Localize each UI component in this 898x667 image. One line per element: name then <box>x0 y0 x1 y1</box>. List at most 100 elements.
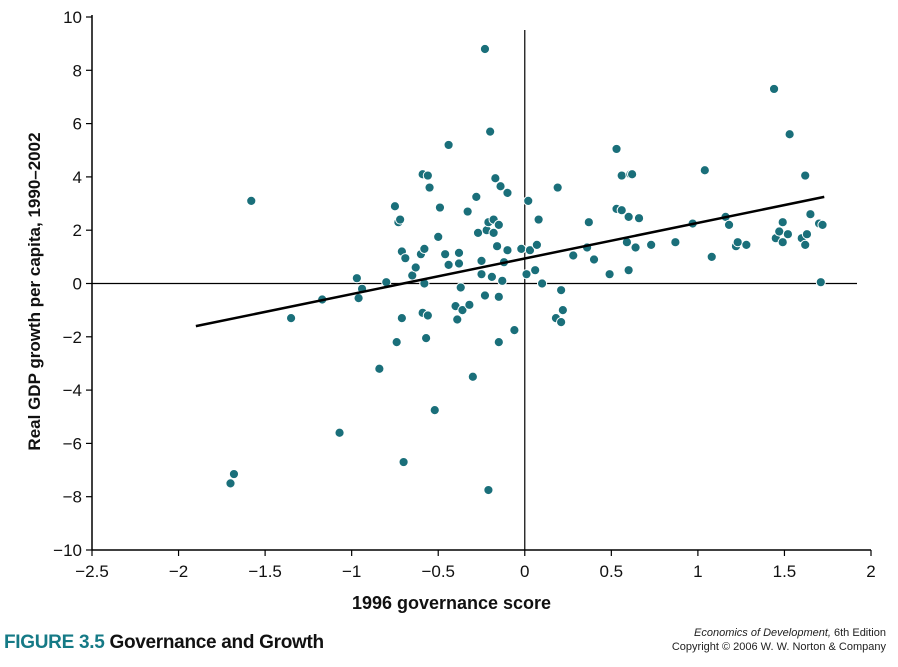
data-point <box>616 170 627 181</box>
y-tick-label: −4 <box>63 381 82 400</box>
data-point <box>556 285 567 296</box>
data-point <box>646 239 657 250</box>
data-point <box>611 143 622 155</box>
data-point <box>485 126 496 137</box>
scatter-chart: −2.5 −2 −1.5 −1 −0.5 0 0.5 1 1.5 2 −10 −8 −6 −4 −2 0 2 4… <box>25 8 876 613</box>
data-point <box>800 239 811 250</box>
data-point <box>502 187 513 198</box>
data-point <box>457 305 468 316</box>
data-point <box>467 371 478 382</box>
data-point <box>429 404 440 416</box>
data-point <box>398 456 409 468</box>
data-point <box>452 314 463 325</box>
data-point <box>568 250 579 261</box>
data-point <box>777 217 788 228</box>
trend-line <box>195 195 825 328</box>
data-point <box>421 333 432 344</box>
data-point <box>723 219 735 230</box>
data-point <box>768 83 780 95</box>
data-point <box>774 226 785 237</box>
data-point <box>583 217 594 228</box>
data-point <box>732 237 743 248</box>
data-point <box>801 229 813 240</box>
data-point <box>410 262 421 273</box>
data-point <box>434 202 446 213</box>
data-point <box>334 427 345 438</box>
figure-caption: FIGURE 3.5 Governance and Growth <box>4 632 324 654</box>
data-point <box>699 165 710 176</box>
data-point <box>741 239 752 250</box>
data-point <box>516 243 527 254</box>
data-point <box>476 269 487 280</box>
data-point <box>225 478 236 489</box>
x-tick-label: −1 <box>342 562 361 581</box>
data-point <box>493 337 504 348</box>
data-point <box>488 227 499 238</box>
data-point <box>670 237 681 248</box>
data-point <box>521 269 532 280</box>
y-tick-label: −8 <box>63 488 82 507</box>
x-tick-label: −0.5 <box>421 562 455 581</box>
data-point <box>784 129 795 140</box>
y-tick-label: 10 <box>63 8 82 27</box>
x-axis-label: 1996 governance score <box>352 593 551 613</box>
data-point <box>479 290 491 301</box>
data-points <box>225 43 828 496</box>
data-point <box>493 219 504 230</box>
data-point <box>817 219 828 230</box>
data-point <box>491 241 503 252</box>
data-point <box>706 251 717 262</box>
data-point <box>353 293 364 304</box>
y-tick-label: 2 <box>73 221 82 240</box>
data-point <box>453 247 465 258</box>
data-point <box>509 325 520 336</box>
data-point <box>531 239 542 250</box>
x-tick-label: −1.5 <box>248 562 282 581</box>
data-point <box>623 211 634 222</box>
figure-number: FIGURE 3.5 <box>4 632 105 653</box>
y-tick-label: 8 <box>73 61 82 80</box>
book-title: Economics of Development, <box>694 627 831 639</box>
data-point <box>502 245 513 256</box>
data-point <box>497 275 508 286</box>
data-point <box>443 259 454 270</box>
data-point <box>424 182 435 193</box>
y-tick-label: −2 <box>63 328 82 347</box>
data-point <box>588 254 600 265</box>
data-point <box>536 278 548 289</box>
data-point <box>800 170 811 181</box>
data-point <box>422 310 433 321</box>
x-tick-label: 1 <box>693 562 702 581</box>
data-point <box>443 139 454 151</box>
data-point <box>782 229 794 240</box>
data-point <box>422 170 433 181</box>
data-point <box>495 181 506 192</box>
data-point <box>490 173 501 184</box>
data-point <box>419 243 430 254</box>
data-point <box>486 271 497 282</box>
data-point <box>815 277 826 288</box>
data-point <box>524 245 536 256</box>
publisher-credit: Economics of Development, 6th Edition Co… <box>672 626 886 654</box>
data-point <box>604 269 615 280</box>
data-point <box>623 265 634 276</box>
x-axis-ticks: −2.5 −2 −1.5 −1 −0.5 0 0.5 1 1.5 2 <box>75 550 876 581</box>
x-tick-label: 2 <box>866 562 875 581</box>
copyright-line: Copyright © 2006 W. W. Norton & Company <box>671 641 886 653</box>
data-point <box>455 282 466 293</box>
data-point <box>396 313 407 324</box>
data-point <box>530 265 541 276</box>
x-tick-label: 0 <box>520 562 529 581</box>
figure-title: Governance and Growth <box>109 632 324 653</box>
data-point <box>433 231 444 242</box>
y-axis-ticks: −10 −8 −6 −4 −2 0 2 4 6 8 10 <box>53 8 92 560</box>
data-point <box>453 258 465 269</box>
y-tick-label: −10 <box>53 541 82 560</box>
x-tick-label: 0.5 <box>600 562 624 581</box>
book-edition-line: Economics of Development, 6th Edition <box>672 626 886 640</box>
data-point <box>533 214 544 225</box>
data-point <box>805 209 816 220</box>
data-point <box>630 242 641 253</box>
data-point <box>552 182 563 193</box>
data-point <box>464 299 475 310</box>
